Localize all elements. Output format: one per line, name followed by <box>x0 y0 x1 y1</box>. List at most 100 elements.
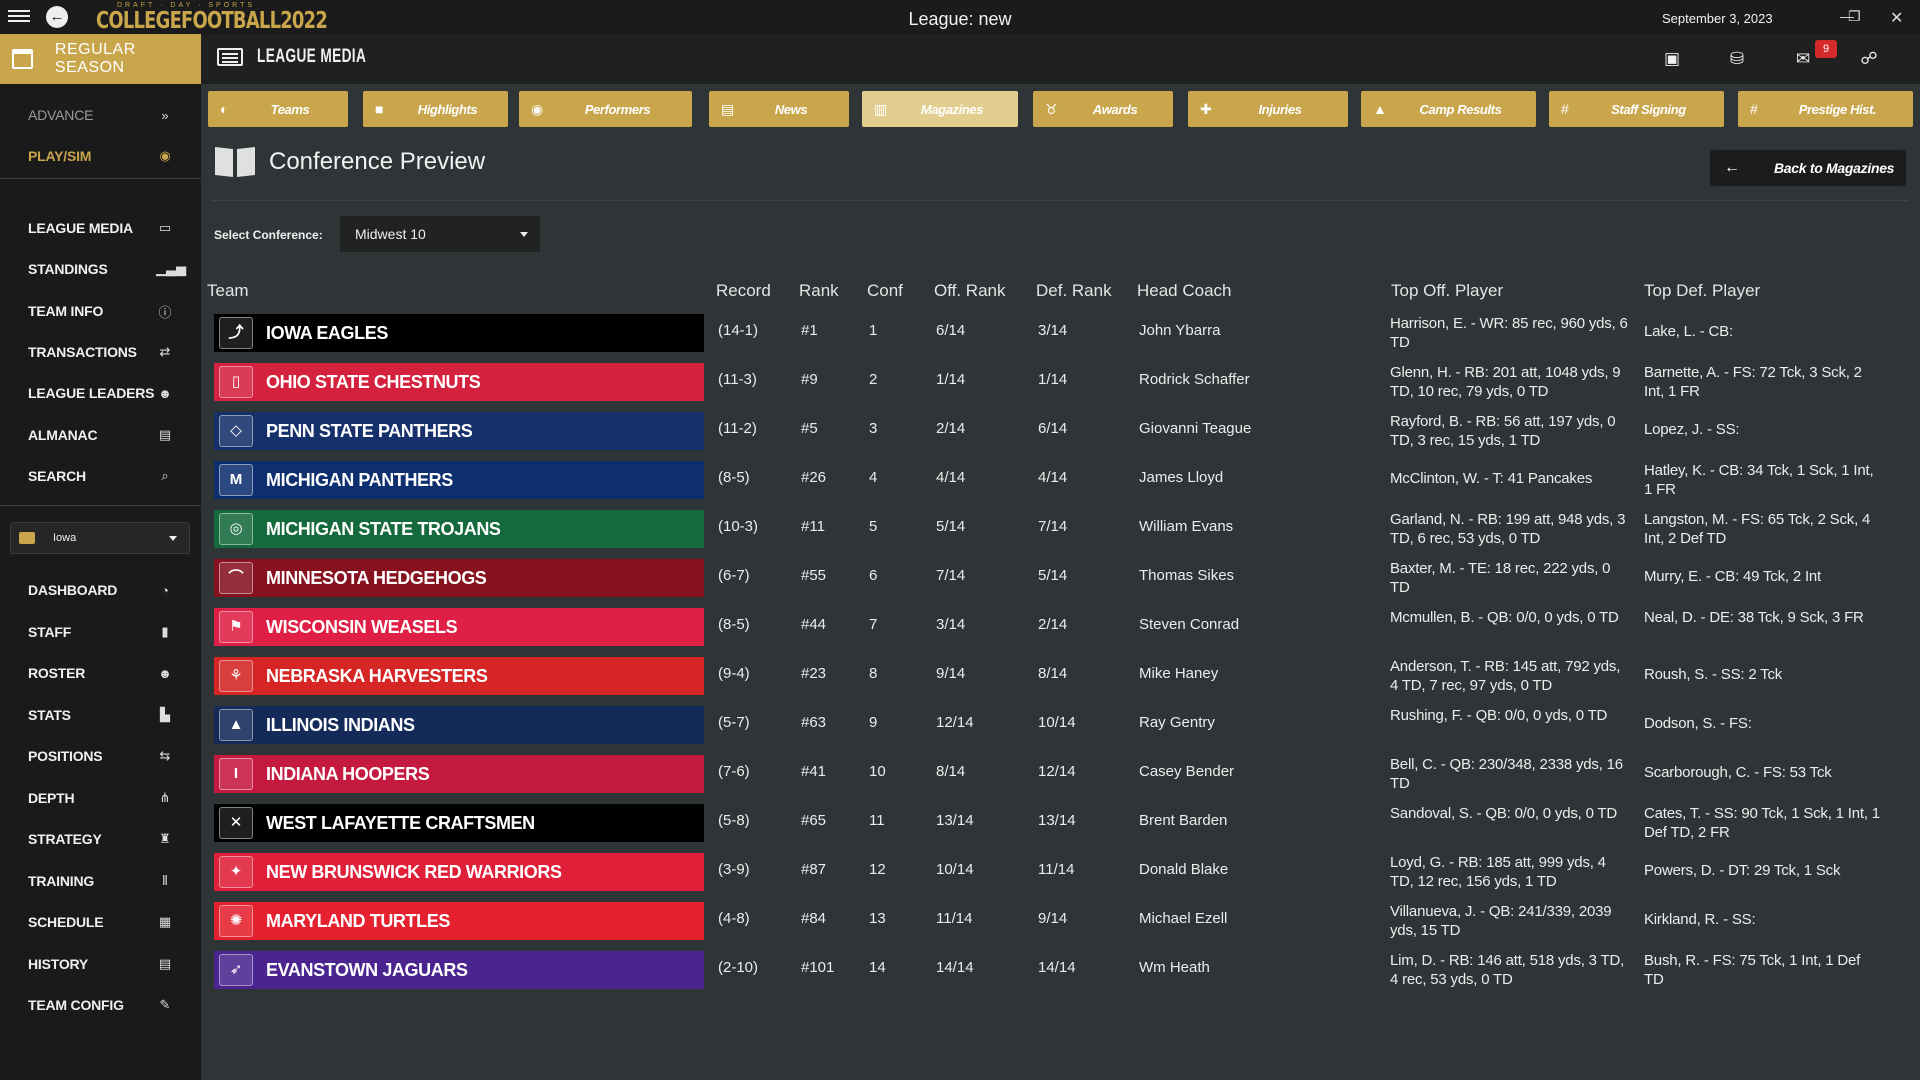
team-logo-icon: ▯ <box>219 366 253 398</box>
sidebar-item-league-leaders[interactable]: LEAGUE LEADERS ☻ <box>0 378 201 408</box>
back-to-magazines-button[interactable]: ← Back to Magazines <box>1710 150 1906 186</box>
column-header: Team <box>207 281 249 300</box>
team-name-cell[interactable]: ⤴ IOWA EAGLES <box>214 314 704 352</box>
sidebar-item-schedule[interactable]: SCHEDULE ▦ <box>0 907 201 937</box>
sidebar-item-standings[interactable]: STANDINGS ▁▃▅ <box>0 254 201 284</box>
chevron-down-icon <box>169 536 177 541</box>
team-name-cell[interactable]: ✕ WEST LAFAYETTE CRAFTSMEN <box>214 804 704 842</box>
team-logo-icon: ▲ <box>219 709 253 741</box>
mail-count-badge: 9 <box>1815 40 1837 58</box>
def-rank-cell: 11/14 <box>1038 861 1075 878</box>
minimize-icon[interactable]: — <box>1840 8 1854 24</box>
top-def-player-cell: Hatley, K. - CB: 34 Tck, 1 Sck, 1 Int, 1… <box>1644 462 1874 498</box>
team-name-cell[interactable]: ➶ EVANSTOWN JAGUARS <box>214 951 704 989</box>
team-name-cell[interactable]: I INDIANA HOOPERS <box>214 755 704 793</box>
database-icon[interactable]: ⛁ <box>1729 49 1745 68</box>
team-name-cell[interactable]: ▯ OHIO STATE CHESTNUTS <box>214 363 704 401</box>
page-title: Conference Preview <box>269 148 486 175</box>
mail-icon[interactable]: ✉ <box>1795 49 1811 68</box>
rank-cell: #55 <box>801 567 827 584</box>
sidebar-item-history[interactable]: HISTORY ▤ <box>0 949 201 979</box>
sidebar-item-team-config[interactable]: TEAM CONFIG ✎ <box>0 990 201 1020</box>
briefcase-icon[interactable]: ▣ <box>1663 49 1681 68</box>
head-coach-cell: Steven Conrad <box>1139 616 1240 633</box>
sidebar-item-play-sim[interactable]: PLAY/SIM ◉ <box>0 141 201 171</box>
tab-performers[interactable]: ◉ Performers <box>519 91 692 127</box>
record-cell: (5-8) <box>718 812 750 829</box>
table-row: ⌒ MINNESOTA HEDGEHOGS (6-7) #55 6 7/14 5/14 Tho… <box>0 556 1920 605</box>
column-header: Conf <box>867 281 903 300</box>
restore-window-icon[interactable]: ❐ <box>1848 8 1861 24</box>
sidebar-item-dashboard[interactable]: DASHBOARD ◔ <box>0 575 201 605</box>
sidebar-item-transactions[interactable]: TRANSACTIONS ⇄ <box>0 337 201 367</box>
sidebar-item-strategy[interactable]: STRATEGY ♜ <box>0 824 201 854</box>
back-arrow-icon[interactable]: ← <box>46 6 68 28</box>
sidebar-item-positions[interactable]: POSITIONS ⇆ <box>0 741 201 771</box>
table-row: ▯ OHIO STATE CHESTNUTS (11-3) #9 2 1/14 1/14 Ro… <box>0 360 1920 409</box>
sidebar-item-advance[interactable]: ADVANCE » <box>0 100 201 130</box>
tab-magazines[interactable]: ▥ Magazines <box>862 91 1018 127</box>
magazines-icon: ▥ <box>874 100 888 117</box>
team-name-cell[interactable]: ◇ PENN STATE PANTHERS <box>214 412 704 450</box>
sidebar-item-roster[interactable]: ROSTER ☻ <box>0 658 201 688</box>
sidebar-item-team-info[interactable]: TEAM INFO ⓘ <box>0 296 201 326</box>
app-logo: DRAFT · DAY · SPORTS COLLEGEFOOTBALL2022 <box>96 2 328 34</box>
sidebar-item-label: TEAM CONFIG <box>28 997 124 1013</box>
table-row: ◎ MICHIGAN STATE TROJANS (10-3) #11 5 5/14 7/1… <box>0 507 1920 556</box>
sidebar-item-stats[interactable]: STATS ▙ <box>0 700 201 730</box>
conf-cell: 13 <box>869 910 886 927</box>
top-off-player-cell: Glenn, H. - RB: 201 att, 1048 yds, 9 TD,… <box>1390 364 1621 400</box>
top-def-player-cell: Scarborough, C. - FS: 53 Tck <box>1644 764 1832 781</box>
team-name-cell[interactable]: ✺ MARYLAND TURTLES <box>214 902 704 940</box>
sidebar-item-label: DASHBOARD <box>28 582 118 598</box>
hamburger-menu-icon[interactable] <box>8 7 30 27</box>
sidebar-item-search[interactable]: SEARCH ⌕ <box>0 461 201 491</box>
top-def-player-cell: Lopez, J. - SS: <box>1644 421 1740 438</box>
sidebar-item-label: LEAGUE MEDIA <box>28 220 133 236</box>
close-icon[interactable]: ✕ <box>1890 10 1904 27</box>
tab-injuries[interactable]: ✚ Injuries <box>1188 91 1348 127</box>
team-logo-icon <box>19 532 35 544</box>
sidebar-item-staff[interactable]: STAFF ▮ <box>0 617 201 647</box>
table-row: ▲ ILLINOIS INDIANS (5-7) #63 9 12/14 10/14 Ray … <box>0 703 1920 752</box>
tab-staff-signing[interactable]: # Staff Signing <box>1549 91 1724 127</box>
sidebar-item-almanac[interactable]: ALMANAC ▤ <box>0 420 201 450</box>
team-name-cell[interactable]: ◎ MICHIGAN STATE TROJANS <box>214 510 704 548</box>
news-icon: ▤ <box>721 100 735 117</box>
team-select[interactable]: Iowa <box>10 522 190 554</box>
def-rank-cell: 4/14 <box>1038 469 1068 486</box>
off-rank-cell: 9/14 <box>936 665 966 682</box>
sidebar-item-label: TEAM INFO <box>28 303 104 319</box>
tab-prestige-hist-[interactable]: # Prestige Hist. <box>1738 91 1913 127</box>
tab-highlights[interactable]: ■ Highlights <box>363 91 508 127</box>
tab-teams[interactable]: ◐ Teams <box>208 91 348 127</box>
off-rank-cell: 8/14 <box>936 763 966 780</box>
team-name-cell[interactable]: M MICHIGAN PANTHERS <box>214 461 704 499</box>
sidebar-item-league-media[interactable]: LEAGUE MEDIA ▭ <box>0 213 201 243</box>
team-name-cell[interactable]: ⚑ WISCONSIN WEASELS <box>214 608 704 646</box>
tab-awards[interactable]: ♉ Awards <box>1033 91 1173 127</box>
rank-cell: #11 <box>801 518 825 535</box>
team-logo-icon: ◎ <box>219 513 253 545</box>
top-off-player-cell: McClinton, W. - T: 41 Pancakes <box>1390 470 1593 487</box>
highlights-icon: ■ <box>375 101 384 117</box>
tab-news[interactable]: ▤ News <box>709 91 849 127</box>
off-rank-cell: 2/14 <box>936 420 966 437</box>
prestige-hist--icon: # <box>1750 101 1758 117</box>
sidebar-item-depth[interactable]: DEPTH ⋔ <box>0 783 201 813</box>
positions-icon: ⇆ <box>159 748 171 763</box>
tab-camp-results[interactable]: ▲ Camp Results <box>1361 91 1536 127</box>
team-name-cell[interactable]: ⚘ NEBRASKA HARVESTERS <box>214 657 704 695</box>
season-indicator[interactable]: REGULAR SEASON <box>0 34 201 84</box>
conf-cell: 2 <box>869 371 878 388</box>
team-name-cell[interactable]: ✦ NEW BRUNSWICK RED WARRIORS <box>214 853 704 891</box>
sidebar-item-training[interactable]: TRAINING ⫴ <box>0 866 201 896</box>
top-def-player-cell: Barnette, A. - FS: 72 Tck, 3 Sck, 2 Int,… <box>1644 364 1862 400</box>
team-name-cell[interactable]: ⌒ MINNESOTA HEDGEHOGS <box>214 559 704 597</box>
binoculars-icon[interactable]: ☍ <box>1860 49 1878 68</box>
team-name-cell[interactable]: ▲ ILLINOIS INDIANS <box>214 706 704 744</box>
table-row: ✦ NEW BRUNSWICK RED WARRIORS (3-9) #87 12 10/… <box>0 850 1920 899</box>
top-def-player-cell: Cates, T. - SS: 90 Tck, 1 Sck, 1 Int, 1 … <box>1644 805 1880 841</box>
record-cell: (8-5) <box>718 469 750 486</box>
conference-select[interactable]: Midwest 10 <box>340 216 540 252</box>
